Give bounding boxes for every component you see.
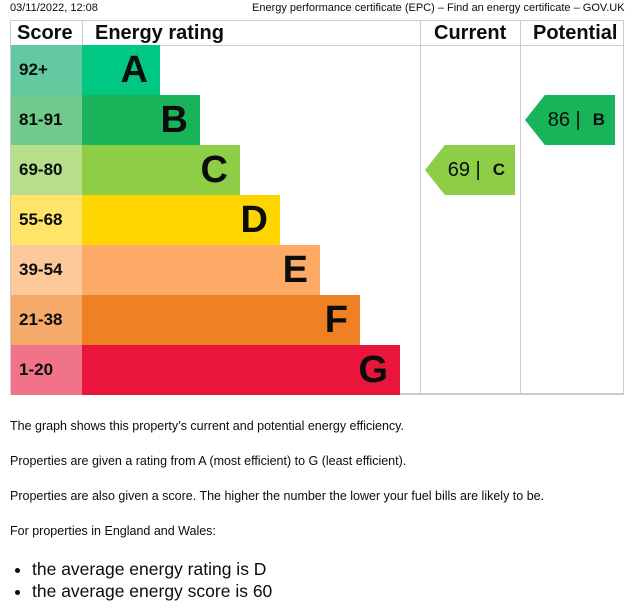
paragraph: For properties in England and Wales: [10, 524, 216, 538]
current-score: 69 | [447, 158, 481, 181]
band-bar-d: D [82, 195, 280, 245]
band-score-c: 69-80 [11, 145, 82, 195]
current-header: Current [434, 22, 507, 44]
band-bar-a: A [82, 45, 160, 95]
band-bar-f: F [82, 295, 360, 345]
average-list: the average energy rating is D the avera… [12, 558, 272, 602]
current-rating-arrow: 69 | C [425, 145, 515, 195]
potential-letter: B [592, 110, 605, 129]
band-score-d: 55-68 [11, 195, 82, 245]
paragraph: Properties are also given a score. The h… [10, 489, 545, 503]
divider [420, 45, 624, 46]
band-score-f: 21-38 [11, 295, 82, 345]
band-bar-g: G [82, 345, 400, 395]
current-letter: C [492, 160, 505, 179]
score-header: Score [17, 22, 73, 44]
paragraph: Properties are given a rating from A (mo… [10, 454, 407, 468]
print-date: 03/11/2022, 12:08 [10, 2, 98, 14]
band-score-b: 81-91 [11, 95, 82, 145]
paragraph: The graph shows this property’s current … [10, 419, 404, 433]
divider [10, 45, 420, 46]
list-item: the average energy rating is D [32, 558, 272, 580]
band-bar-e: E [82, 245, 320, 295]
energy-rating-header: Energy rating [95, 22, 224, 44]
print-page-title: Energy performance certificate (EPC) – F… [252, 2, 625, 14]
divider [82, 20, 83, 45]
divider [420, 20, 421, 395]
potential-score: 86 | [547, 108, 581, 131]
band-score-e: 39-54 [11, 245, 82, 295]
band-bar-c: C [82, 145, 240, 195]
divider [520, 20, 521, 395]
band-score-g: 1-20 [11, 345, 82, 395]
band-bar-b: B [82, 95, 200, 145]
potential-rating-arrow: 86 | B [525, 95, 615, 145]
list-item: the average energy score is 60 [32, 580, 272, 602]
potential-header: Potential [533, 22, 618, 44]
band-score-a: 92+ [11, 45, 82, 95]
